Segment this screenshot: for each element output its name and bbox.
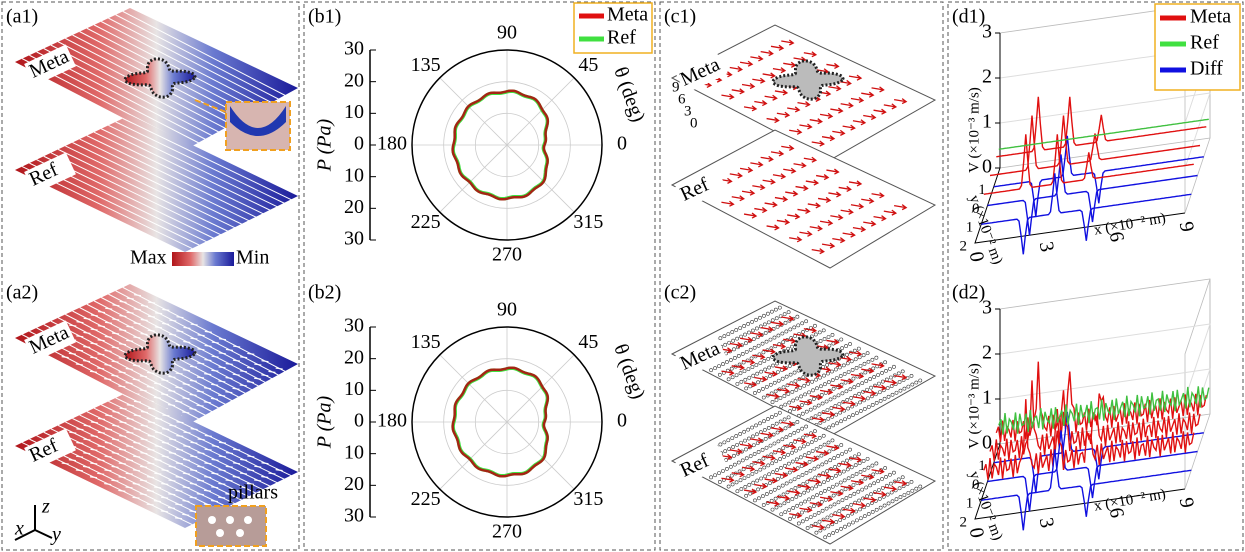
axis-tick-label: 0 [690, 115, 698, 131]
radial-tick-label: 0 [354, 133, 364, 155]
floor-axes [975, 168, 1185, 243]
radial-tick-label: 10 [344, 441, 364, 463]
velocity-trace [996, 97, 1206, 157]
angle-label: 270 [492, 521, 522, 543]
panel-label: (b1) [308, 6, 341, 28]
radial-tick-label: 30 [344, 505, 364, 527]
z-tick-label: 0 [982, 156, 992, 178]
y-tick-label: 1 [966, 496, 974, 512]
pillar [236, 529, 244, 537]
panel-label: (a2) [6, 282, 38, 304]
radial-tick-label: 10 [344, 101, 364, 123]
x-title: x (×10⁻² m) [1093, 486, 1167, 514]
radial-tick-label: 20 [344, 346, 364, 368]
radial-tick-label: 0 [354, 410, 364, 432]
angle-label: 315 [573, 488, 603, 510]
radial-tick-label: 30 [344, 315, 364, 337]
plate [672, 406, 935, 544]
angle-label: 270 [492, 244, 522, 266]
radial-tick-label: 10 [344, 164, 364, 186]
radial-title: P (Pa) [314, 395, 336, 449]
x-title: x (×10⁻² m) [1093, 210, 1167, 238]
angle-label: 180 [377, 410, 407, 432]
angle-label: 135 [411, 54, 441, 76]
axis-label: z [41, 496, 50, 518]
angle-label: 90 [497, 299, 517, 321]
angle-label: 0 [617, 410, 627, 432]
x-tick-label: 9 [1175, 496, 1198, 510]
pillar [244, 516, 252, 524]
legend-entry: Diff [1190, 58, 1223, 80]
z-tick-label: 3 [982, 21, 992, 43]
panel-label: (c1) [664, 6, 696, 28]
radial-tick-label: 20 [344, 69, 364, 91]
inset-label: pillars [228, 482, 278, 504]
y-tick-label: 2 [960, 238, 968, 254]
angle-label: 0 [617, 133, 627, 155]
colorbar-min: Min [236, 247, 269, 269]
y-tick-label: 2 [960, 514, 968, 530]
angle-label: 225 [411, 488, 441, 510]
radial-tick-label: 30 [344, 228, 364, 250]
radial-tick-label: 20 [344, 196, 364, 218]
pillar [226, 516, 234, 524]
panel-label: (d2) [952, 282, 985, 304]
z-tick-label: 2 [982, 342, 992, 364]
legend-entry: Meta [1190, 6, 1231, 28]
x-tick-label: 0 [965, 526, 988, 540]
x-tick-label: 9 [1175, 220, 1198, 234]
z-title: V (×10⁻³ m/s) [966, 363, 982, 449]
angle-label: 90 [497, 22, 517, 44]
angle-label: 225 [411, 211, 441, 233]
colorbar-max: Max [130, 247, 167, 269]
axis-label: x [14, 518, 24, 540]
angle-label: 45 [578, 54, 598, 76]
figure: (a1)MetaRef(a2)MetaRefMaxMinpillarsxyz(b… [0, 0, 1245, 552]
side-wall [1185, 279, 1210, 489]
radial-tick-label: 30 [344, 38, 364, 60]
panel-label: (a1) [6, 6, 38, 28]
colorbar [172, 252, 234, 266]
x-tick-label: 3 [1035, 240, 1058, 254]
z-tick-label: 1 [982, 111, 992, 133]
angle-label: 180 [377, 133, 407, 155]
angle-label: 315 [573, 211, 603, 233]
panel-label: (c2) [664, 282, 696, 304]
angle-label: 45 [578, 331, 598, 353]
legend-entry: Ref [1190, 32, 1219, 54]
legend-entry: Meta [607, 4, 648, 26]
pillar [208, 516, 216, 524]
radial-tick-label: 10 [344, 378, 364, 400]
inset-box [196, 506, 266, 546]
z-title: V (×10⁻³ m/s) [966, 87, 982, 173]
angle-label: 135 [411, 331, 441, 353]
radial-title: P (Pa) [314, 118, 336, 172]
pillar [216, 529, 224, 537]
plate [672, 130, 935, 268]
z-tick-label: 3 [982, 297, 992, 319]
z-tick-label: 1 [982, 387, 992, 409]
y-tick-label: 1 [966, 220, 974, 236]
panel-label: (b2) [308, 282, 341, 304]
panel-label: (d1) [952, 6, 985, 28]
x-tick-label: 3 [1035, 516, 1058, 530]
axis-label: y [50, 524, 61, 546]
z-tick-label: 2 [982, 66, 992, 88]
angle-title: θ (deg) [609, 64, 649, 125]
angle-title: θ (deg) [609, 341, 649, 402]
legend-entry: Ref [607, 27, 636, 49]
x-tick-label: 0 [965, 250, 988, 264]
radial-tick-label: 20 [344, 473, 364, 495]
